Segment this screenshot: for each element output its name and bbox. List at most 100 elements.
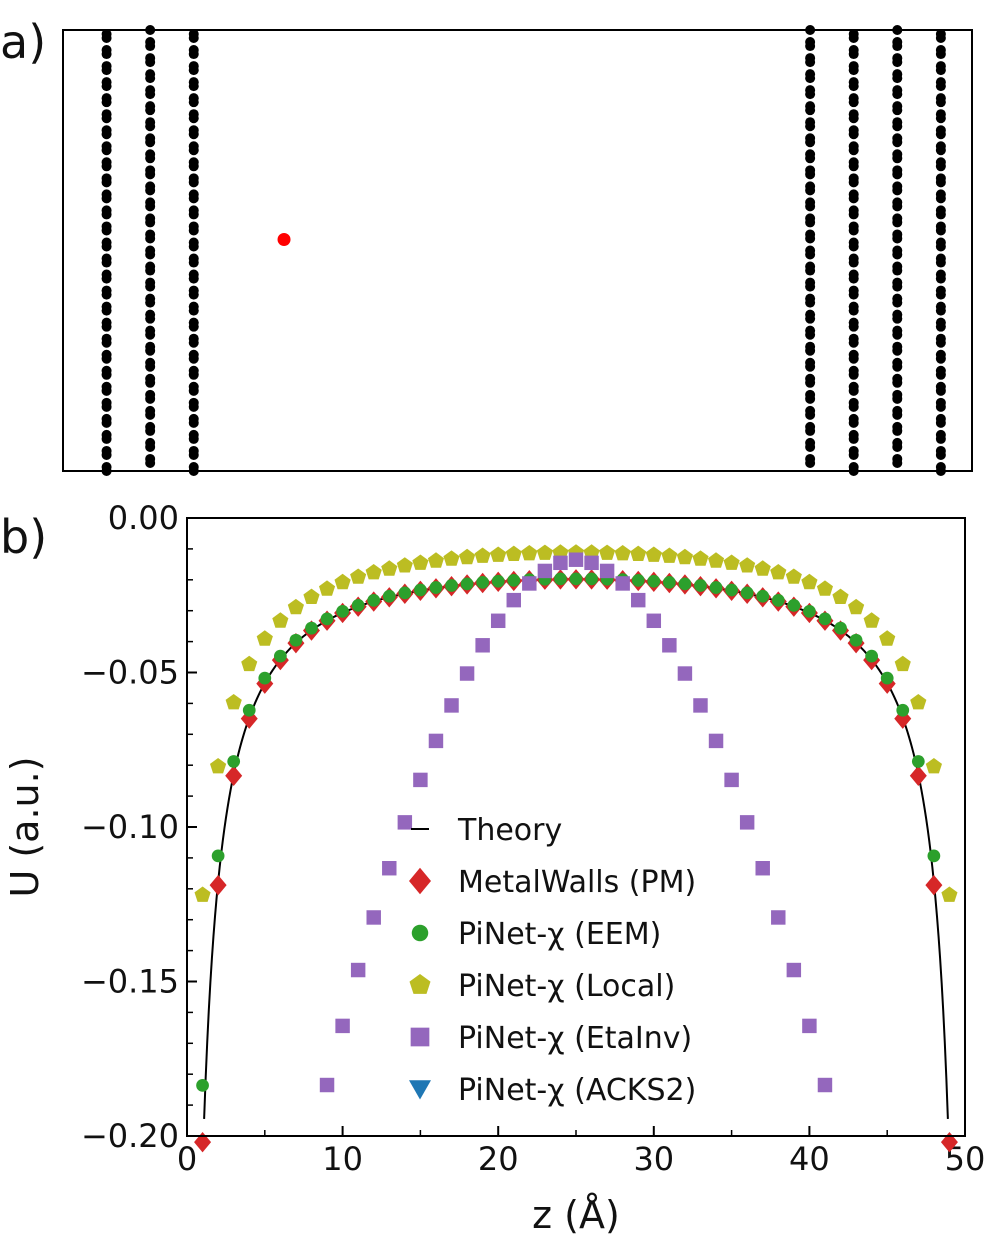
- electrode-atom: [145, 85, 156, 96]
- electrode-atom: [848, 237, 859, 248]
- electrode-atom: [935, 205, 946, 216]
- electrode-atom: [188, 77, 199, 88]
- electrode-atom: [805, 261, 816, 272]
- electrode-atom: [848, 61, 859, 72]
- electrode-atom: [145, 213, 156, 224]
- electrode-atom: [892, 261, 903, 272]
- electrode-atom: [145, 357, 156, 368]
- electrode-atom: [848, 413, 859, 424]
- electrode-atom: [935, 429, 946, 440]
- electrode-atom: [848, 317, 859, 328]
- electrode-atom: [892, 229, 903, 240]
- electrode-atom: [892, 405, 903, 416]
- data-point: [879, 630, 896, 646]
- electrode-atom: [805, 357, 816, 368]
- data-point: [444, 698, 459, 713]
- electrode-atom: [101, 189, 112, 200]
- panel-a-label: a): [0, 15, 46, 69]
- data-point: [818, 612, 832, 626]
- data-point: [445, 579, 458, 592]
- data-point: [785, 568, 802, 584]
- electrode-atom: [805, 165, 816, 176]
- electrode-atom: [848, 205, 859, 216]
- electrode-atom: [848, 125, 859, 136]
- electrode-atom: [805, 133, 816, 144]
- data-point: [537, 563, 553, 579]
- data-point: [614, 545, 631, 561]
- electrode-atom: [935, 365, 946, 376]
- data-point: [429, 581, 443, 594]
- electrode-atom: [935, 157, 946, 168]
- electrode-atom: [892, 197, 903, 208]
- electrode-atom: [805, 325, 816, 336]
- electrode-atom: [892, 133, 903, 144]
- electrode-atom: [805, 53, 816, 64]
- data-point: [599, 563, 615, 579]
- legend-swatch: [409, 1080, 431, 1100]
- electrode-atom: [892, 85, 903, 96]
- data-point: [396, 557, 413, 573]
- electrode-atom: [101, 397, 112, 408]
- electrode-layer: [145, 25, 156, 468]
- electrode-atom: [935, 397, 946, 408]
- electrode-atom: [892, 69, 903, 80]
- electrode-layer: [101, 29, 112, 476]
- legend-theory-label: Theory: [457, 813, 562, 848]
- data-point: [553, 555, 568, 571]
- electrode-atom: [145, 229, 156, 240]
- x-tick-label: 10: [322, 1140, 363, 1178]
- data-point: [678, 577, 692, 591]
- electrode-layer: [935, 29, 946, 476]
- electrode-atom: [848, 253, 859, 264]
- electrode-atom: [935, 269, 946, 280]
- data-point: [647, 574, 661, 588]
- data-point: [817, 1077, 833, 1093]
- electrode-atom: [805, 341, 816, 352]
- electrode-atom: [145, 149, 156, 160]
- electrode-atom: [101, 109, 112, 120]
- series-2: [194, 544, 958, 902]
- data-point: [474, 547, 491, 563]
- electrode-atom: [935, 381, 946, 392]
- data-point: [802, 1018, 817, 1034]
- data-point: [289, 633, 303, 647]
- electrode-atom: [145, 117, 156, 128]
- electrode-atom: [188, 237, 199, 248]
- electrode-atom: [848, 301, 859, 312]
- electrode-atom: [101, 141, 112, 152]
- data-point: [381, 560, 398, 576]
- data-point: [756, 589, 770, 603]
- electrode-atom: [188, 445, 199, 456]
- electrode-atom: [145, 421, 156, 432]
- electrode-atom: [145, 389, 156, 400]
- electrode-atom: [892, 213, 903, 224]
- electrode-atom: [848, 381, 859, 392]
- electrode-atom: [935, 445, 946, 456]
- data-point: [320, 612, 334, 626]
- electrode-layer: [892, 25, 903, 468]
- data-point: [335, 1018, 350, 1034]
- data-point: [287, 598, 304, 615]
- electrode-atom: [892, 341, 903, 352]
- data-point: [925, 758, 942, 774]
- electrode-atom: [935, 349, 946, 360]
- data-point: [490, 546, 507, 562]
- data-point: [366, 910, 381, 925]
- electrode-atom: [101, 461, 112, 472]
- data-point: [771, 594, 785, 607]
- electrode-atom: [805, 149, 816, 160]
- data-point: [693, 698, 708, 713]
- data-point: [894, 655, 911, 672]
- electrode-atom: [188, 125, 199, 136]
- electrode-atom: [145, 405, 156, 416]
- electrode-atom: [188, 29, 199, 40]
- electrode-atom: [935, 93, 946, 104]
- data-point: [863, 612, 880, 628]
- electrode-atom: [848, 141, 859, 152]
- electrode-atom: [935, 221, 946, 232]
- data-point: [194, 1131, 212, 1153]
- data-point: [273, 649, 287, 663]
- data-point: [225, 694, 242, 710]
- data-point: [692, 550, 709, 566]
- data-point: [414, 583, 427, 597]
